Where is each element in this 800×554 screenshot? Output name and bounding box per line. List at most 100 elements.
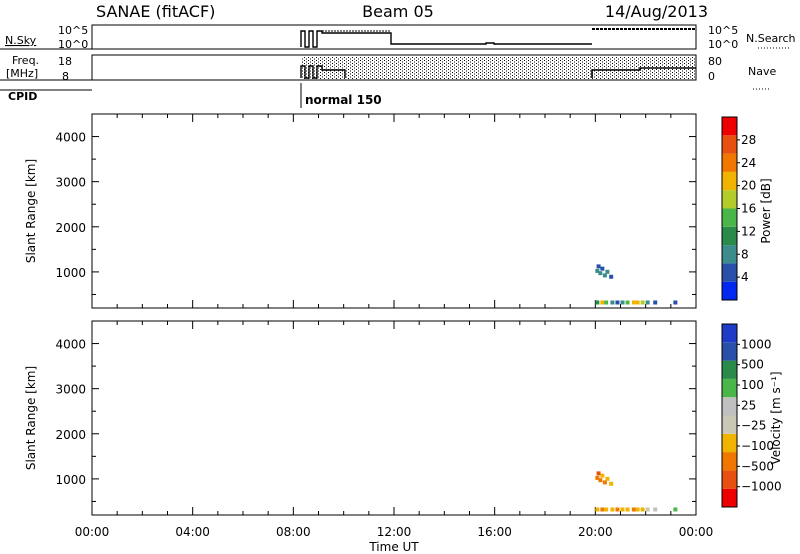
data-point (673, 300, 678, 305)
data-point (631, 300, 636, 305)
nsky-top-tick: 10^5 (58, 24, 88, 37)
y-tick-label: 3000 (55, 383, 86, 397)
colorbar-segment (722, 360, 737, 379)
colorbar-segment (722, 190, 737, 209)
velocity-colorbar-label: Velocity [m s⁻¹] (769, 371, 783, 464)
nsearch-label: N.Search (746, 32, 796, 45)
y-tick-label: 4000 (55, 131, 86, 145)
colorbar-segment (722, 153, 737, 172)
data-point (605, 269, 610, 274)
colorbar-segment (722, 397, 737, 416)
data-point (631, 507, 636, 512)
data-point (645, 300, 650, 305)
colorbar-segment (722, 378, 737, 398)
colorbar-segment (722, 415, 737, 434)
station-title: SANAE (fitACF) (96, 2, 215, 21)
colorbar-segment (722, 324, 737, 343)
colorbar-segment (722, 452, 737, 471)
velocity-ylabel: Slant Range [km] (24, 366, 38, 470)
colorbar-segment (722, 208, 737, 227)
colorbar-tick-label: 20 (741, 179, 756, 193)
data-point (602, 273, 607, 278)
colorbar-tick-label: 24 (741, 156, 756, 170)
freq-panel: Freq. [MHz] 18 8 80 0 Nave (0, 54, 776, 90)
data-point (610, 507, 615, 512)
y-tick-label: 2000 (55, 221, 86, 235)
data-point (600, 473, 605, 478)
data-point (596, 264, 601, 269)
power-ylabel: Slant Range [km] (24, 159, 38, 263)
data-point (598, 271, 603, 276)
nsky-trace (300, 30, 592, 48)
data-point (600, 266, 605, 271)
velocity-frame (91, 320, 697, 516)
data-point (596, 471, 601, 476)
data-point (673, 507, 678, 512)
nave-top-tick: 80 (708, 55, 722, 68)
data-point (645, 507, 650, 512)
colorbar-segment (722, 226, 737, 246)
data-point (625, 300, 630, 305)
y-tick-label: 1000 (55, 473, 86, 487)
x-tick-label: 04:00 (175, 525, 210, 539)
data-point (595, 507, 600, 512)
nsearch-top-tick: 10^5 (708, 24, 738, 37)
data-point (635, 507, 640, 512)
nave-bottom-tick: 0 (708, 70, 715, 83)
data-point (598, 478, 603, 483)
x-tick-label: 12:00 (377, 525, 412, 539)
date-title: 14/Aug/2013 (605, 2, 708, 21)
x-tick-label: 00:00 (75, 525, 110, 539)
freq-trace-late (591, 67, 696, 78)
y-tick-label: 4000 (55, 338, 86, 352)
colorbar-tick-label: −500 (741, 459, 774, 473)
colorbar-segment (722, 488, 737, 507)
nsky-panel: N.Sky 10^5 10^0 10^5 10^0 N.Search (0, 24, 796, 51)
x-tick-label: 16:00 (477, 525, 512, 539)
data-point (610, 300, 615, 305)
data-point (615, 300, 620, 305)
colorbar-tick-label: 12 (741, 224, 756, 238)
colorbar-tick-label: −25 (741, 419, 766, 433)
colorbar-segment (722, 117, 737, 136)
cpid-mode: normal 150 (305, 93, 382, 107)
nsky-label: N.Sky (5, 34, 37, 47)
data-point (653, 507, 658, 512)
colorbar-segment (722, 470, 737, 489)
data-point (602, 480, 607, 485)
colorbar-tick-label: 16 (741, 202, 756, 216)
data-point (604, 507, 609, 512)
colorbar-tick-label: 25 (741, 398, 756, 412)
velocity-axes: 1000 2000 3000 4000 (55, 320, 697, 515)
freq-bottom-tick: 8 (62, 70, 69, 83)
data-point (635, 300, 640, 305)
colorbar-segment (722, 281, 737, 300)
data-point (595, 300, 600, 305)
beam-title: Beam 05 (362, 2, 434, 21)
data-point (620, 507, 625, 512)
x-axis-label: Time UT (368, 540, 419, 554)
colorbar-tick-label: 4 (741, 270, 749, 284)
data-point (640, 300, 645, 305)
data-point (595, 268, 600, 273)
power-frame (91, 113, 697, 309)
power-axes: 1000 2000 3000 4000 (55, 113, 697, 308)
colorbar-tick-label: 100 (741, 378, 764, 392)
nsky-bottom-tick: 10^0 (58, 38, 88, 51)
colorbar-segment (722, 245, 737, 264)
data-point (625, 507, 630, 512)
y-tick-label: 3000 (55, 176, 86, 190)
colorbar-tick-label: −1000 (741, 480, 782, 494)
colorbar-tick-label: −100 (741, 439, 774, 453)
freq-trace (300, 65, 346, 79)
nsearch-bottom-tick: 10^0 (708, 38, 738, 51)
colorbar-segment (722, 135, 737, 154)
colorbar-tick-label: 500 (741, 358, 764, 372)
power-panel: 1000 2000 3000 4000 Slant Range [km] 4 8 12 16… (24, 113, 773, 309)
freq-label-2: [MHz] (6, 67, 38, 80)
data-point (615, 507, 620, 512)
y-tick-label: 2000 (55, 428, 86, 442)
nave-dotted-fill (301, 57, 696, 79)
data-point (620, 300, 625, 305)
